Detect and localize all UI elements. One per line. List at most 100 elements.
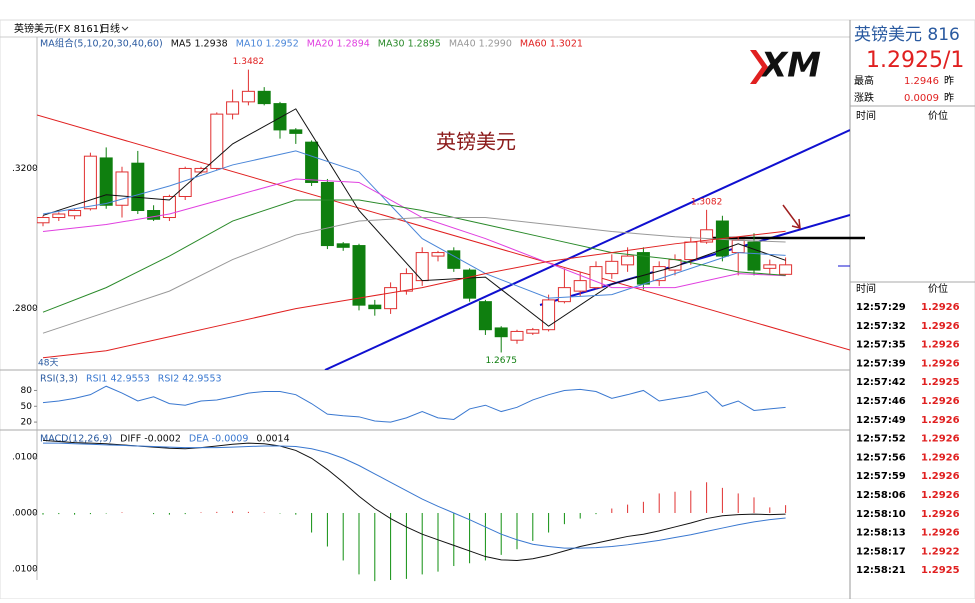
candle-body — [463, 269, 477, 299]
extreme-label: 1.3482 — [233, 57, 265, 67]
watermark: 英镑美元 — [436, 130, 516, 154]
candle-body — [37, 217, 50, 224]
candle-body — [115, 171, 129, 206]
tick-price: 1.2925 — [921, 565, 960, 576]
tick-time: 12:57:42 — [856, 377, 906, 388]
tick-price: 1.2926 — [921, 509, 960, 520]
count-label: 48天 — [38, 359, 58, 369]
candle-body — [384, 287, 398, 310]
tick-time: 12:58:17 — [856, 546, 906, 557]
arrow — [782, 204, 801, 229]
tick-time: 12:57:29 — [856, 302, 906, 313]
legend-entry: RSI2 42.9553 — [158, 374, 222, 385]
candle-body — [147, 210, 161, 220]
svg-text:XM: XM — [759, 46, 821, 86]
legend-entry: MA10 1.2952 — [236, 39, 299, 50]
ma-line — [42, 217, 786, 334]
candle-body — [241, 90, 255, 103]
tick-price: 1.2926 — [921, 396, 960, 407]
candle-body — [399, 273, 413, 292]
tick-time: 12:57:46 — [856, 396, 906, 407]
macd-line — [43, 442, 786, 549]
label: 涨跌 — [854, 91, 874, 104]
candle-body — [336, 243, 350, 248]
tick-price: 1.2926 — [921, 358, 960, 369]
candle-body — [779, 264, 793, 275]
ma-line — [42, 199, 786, 313]
legend-entry: RSI1 42.9553 — [86, 374, 150, 385]
legend-entry: MA20 1.2894 — [307, 39, 370, 50]
ma-line — [42, 108, 786, 327]
legend-entry: MA60 1.3021 — [520, 39, 583, 50]
ma-line — [42, 150, 786, 299]
tick-time: 12:58:10 — [856, 509, 906, 520]
candle-body — [636, 252, 650, 285]
tick-price: 1.2926 — [921, 340, 960, 351]
y-tick-label: 50 — [21, 402, 33, 412]
tick-time: 12:57:35 — [856, 340, 906, 351]
dropdown-arrow[interactable] — [121, 26, 129, 31]
candle-body — [68, 210, 82, 217]
legend-entry: RSI(3,3) — [40, 374, 78, 385]
candle-body — [510, 330, 524, 341]
symbol[interactable]: 英镑美元(FX 8161) — [14, 22, 103, 35]
candle-body — [273, 103, 287, 131]
candle-body — [162, 195, 176, 219]
period[interactable]: 日线 — [100, 22, 120, 35]
candle-body — [226, 101, 240, 115]
quote-title: 英镑美元 816 — [854, 25, 960, 45]
candle-body — [589, 266, 603, 289]
value: 1.2946 — [904, 76, 939, 87]
tick-time: 12:58:21 — [856, 565, 906, 576]
macd-line — [42, 439, 786, 561]
candle-body — [210, 113, 224, 169]
tick-time: 12:57:59 — [856, 471, 906, 482]
tick-time: 12:57:39 — [856, 358, 906, 369]
trendline — [37, 114, 850, 351]
tick-price: 1.2926 — [921, 302, 960, 313]
candle-body — [763, 264, 777, 269]
candle-body — [289, 129, 303, 134]
legend-entry: MA组合(5,10,20,30,40,60) — [40, 38, 163, 50]
extreme-label: 1.2675 — [485, 356, 517, 366]
tick-price: 1.2926 — [921, 452, 960, 463]
tick-price: 1.2926 — [921, 471, 960, 482]
candle-body — [542, 299, 556, 331]
candle-body — [747, 241, 761, 271]
candle-body — [684, 241, 698, 261]
y-tick-label: 80 — [21, 386, 33, 396]
quote-panel: 英镑美元 816 1.2925/1 最高 1.2946 昨 涨跌 0.0009 … — [850, 25, 975, 295]
tick-price: 1.2926 — [921, 434, 960, 445]
candle-body — [731, 239, 745, 254]
legend-entry: MA5 1.2938 — [171, 39, 228, 50]
candle-body — [621, 255, 635, 266]
y-tick-label: 20 — [21, 418, 33, 428]
y-tick-label: .0100 — [12, 564, 38, 574]
candle-body — [526, 329, 540, 334]
xm-logo: XM — [746, 44, 836, 88]
col-header: 时间 — [856, 282, 876, 295]
col-header: 时间 — [856, 109, 876, 122]
candle-body — [83, 155, 97, 210]
quote-price: 1.2925/1 — [866, 48, 964, 73]
candle-body — [99, 157, 113, 206]
candle-body — [431, 252, 445, 257]
tick-time: 12:57:32 — [856, 321, 906, 332]
legend-entry: MA40 1.2990 — [449, 39, 512, 50]
candle-body — [320, 181, 334, 247]
channel-line — [324, 129, 850, 370]
label: 昨 — [944, 75, 954, 87]
y-tick-label: .0100 — [12, 453, 38, 463]
tick-time: 12:58:06 — [856, 490, 906, 501]
legend-entry: MACD(12,26,9) — [40, 434, 112, 445]
rsi-line — [42, 385, 786, 423]
value: 0.0009 — [904, 93, 939, 104]
tick-price: 1.2926 — [921, 415, 960, 426]
tick-price: 1.2925 — [921, 377, 960, 388]
label: 昨 — [944, 92, 954, 104]
tick-time: 12:58:13 — [856, 528, 906, 539]
col-header: 价位 — [928, 109, 948, 122]
candle-body — [352, 245, 366, 306]
